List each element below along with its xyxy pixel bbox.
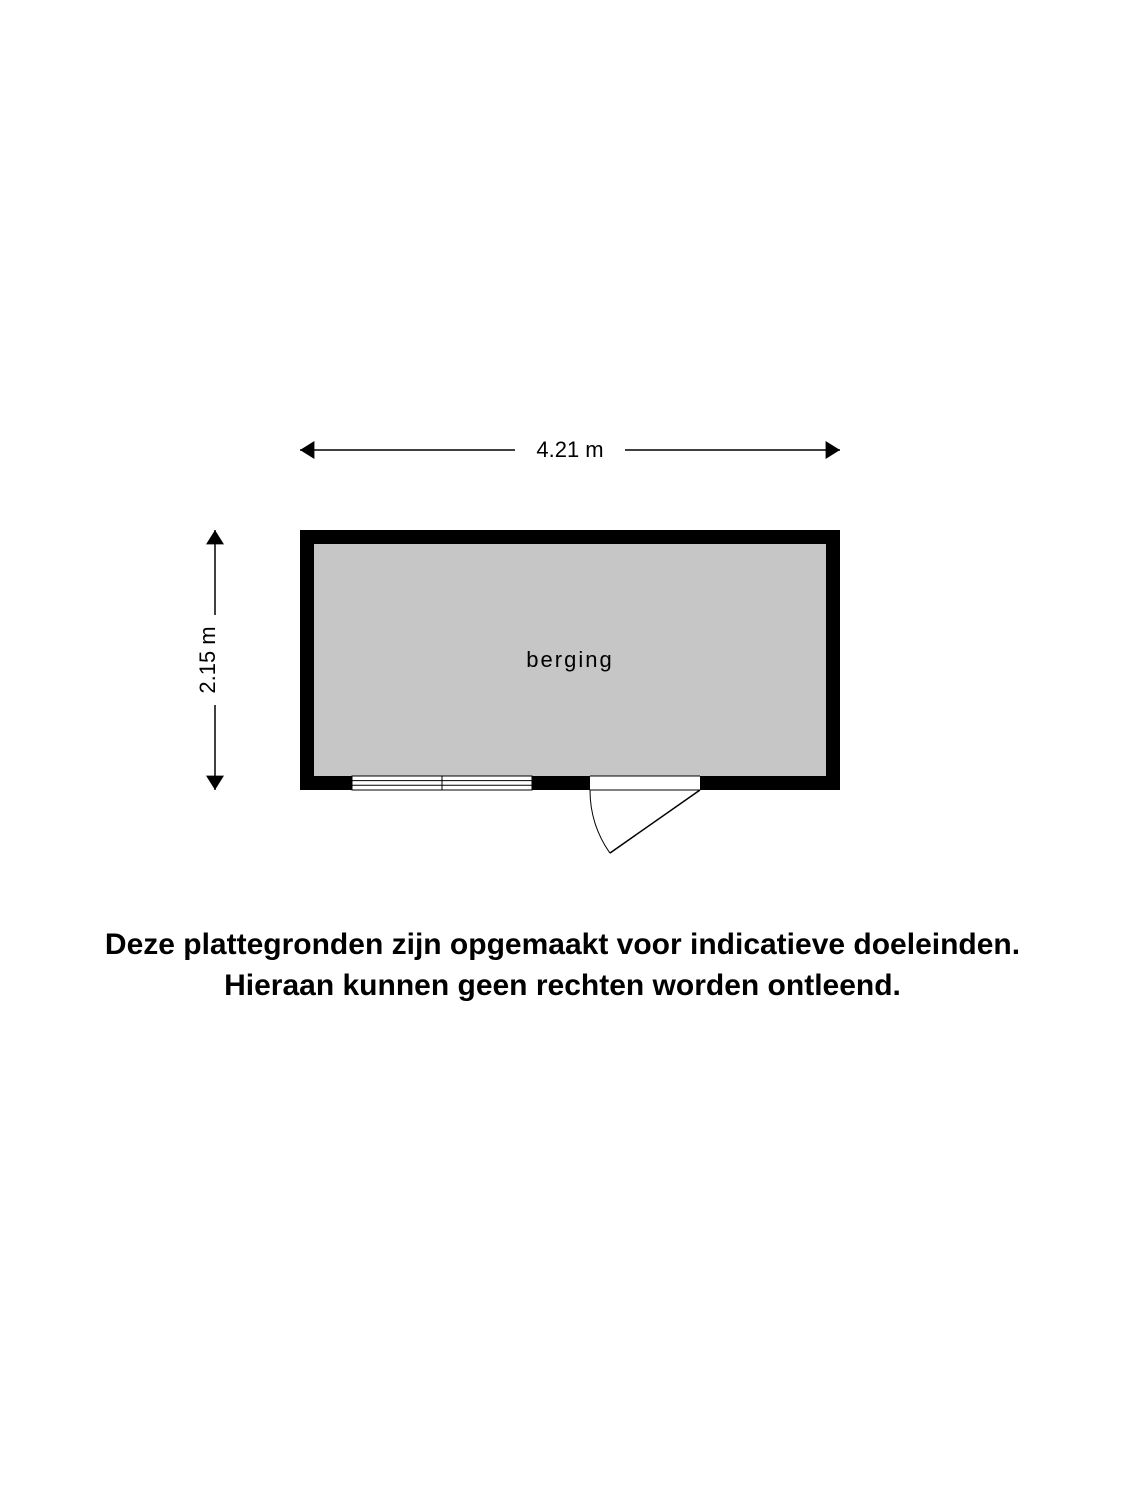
- height-dimension-label: 2.15 m: [195, 626, 220, 693]
- disclaimer-line2: Hieraan kunnen geen rechten worden ontle…: [224, 969, 901, 1002]
- width-dimension-label: 4.21 m: [536, 437, 603, 462]
- room-label: berging: [526, 647, 613, 672]
- disclaimer-text: Deze plattegronden zijn opgemaakt voor i…: [0, 925, 1125, 1006]
- disclaimer-line1: Deze plattegronden zijn opgemaakt voor i…: [105, 928, 1020, 961]
- floorplan-canvas: berging 4.21 m 2.15 m Deze plattegronden z…: [0, 0, 1125, 1500]
- floorplan-svg: berging 4.21 m 2.15 m: [0, 0, 1125, 1500]
